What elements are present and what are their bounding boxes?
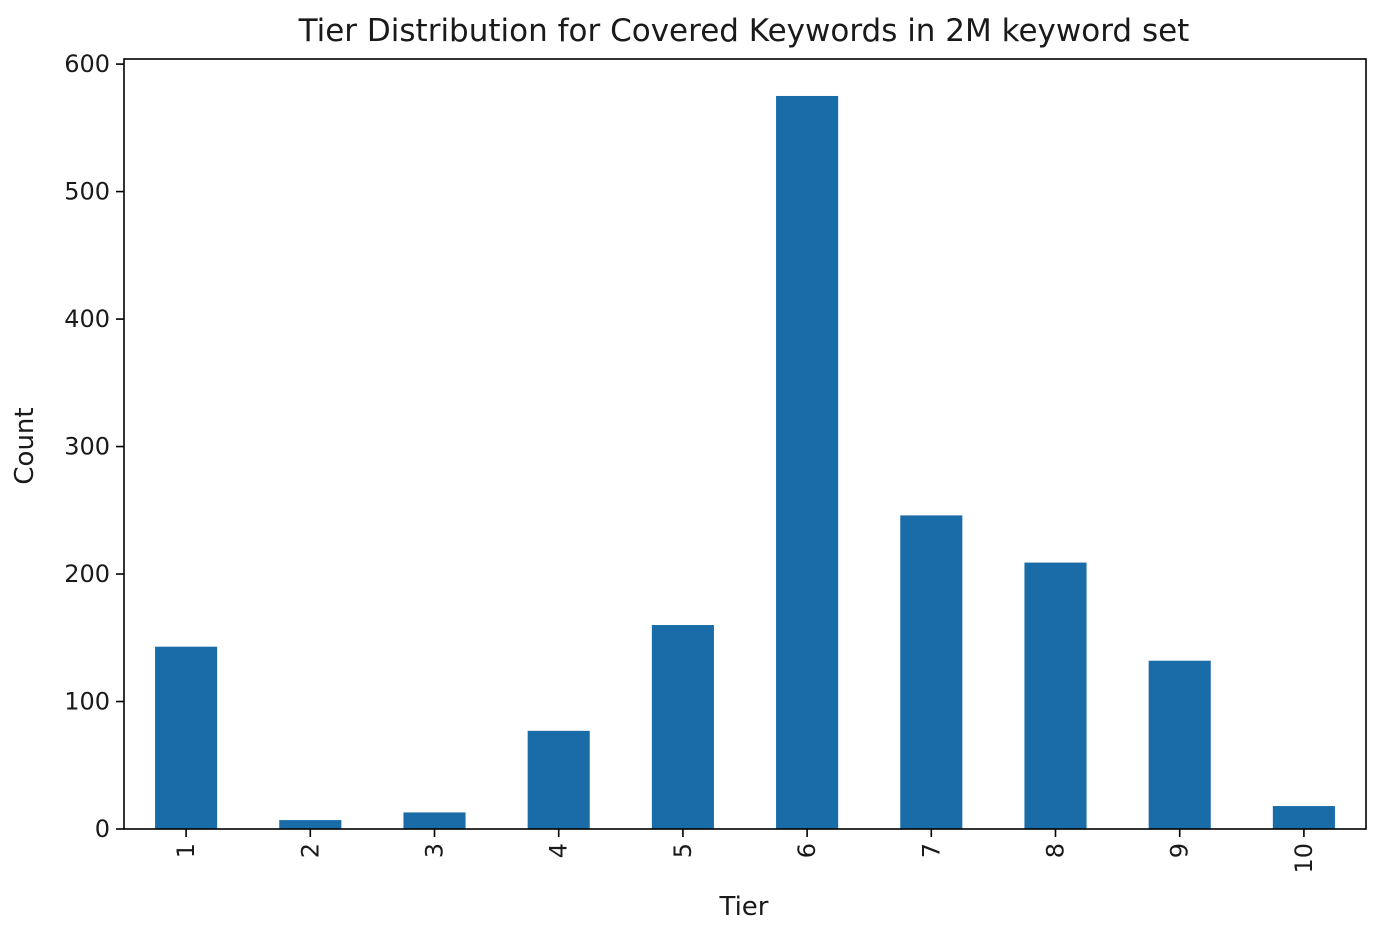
bar-tier-3 <box>403 812 466 829</box>
bar-tier-6 <box>776 95 839 829</box>
bar-tier-2 <box>279 820 342 829</box>
x-tick-label: 3 <box>421 843 449 858</box>
chart-title: Tier Distribution for Covered Keywords i… <box>298 13 1190 49</box>
y-tick-label: 400 <box>64 305 110 333</box>
bar-tier-7 <box>900 515 963 829</box>
x-tick-label: 7 <box>917 843 945 858</box>
x-tick-label: 2 <box>296 843 324 858</box>
y-tick-label: 500 <box>64 178 110 206</box>
bar-tier-5 <box>651 625 714 829</box>
y-tick-label: 0 <box>95 815 110 843</box>
plot-frame <box>123 58 1367 830</box>
bar-tier-4 <box>527 730 590 829</box>
x-axis: 1 2 3 4 5 6 7 8 9 10 <box>172 829 1318 874</box>
x-tick-label: 9 <box>1166 843 1194 858</box>
bar-tier-10 <box>1272 806 1335 829</box>
y-tick-label: 600 <box>64 50 110 78</box>
y-tick-label: 100 <box>64 688 110 716</box>
x-tick-label: 6 <box>793 843 821 858</box>
bar-tier-9 <box>1148 660 1211 829</box>
y-axis-label: Count <box>10 407 40 484</box>
bar-tier-8 <box>1024 562 1087 829</box>
x-tick-label: 10 <box>1290 843 1318 874</box>
x-axis-label: Tier <box>719 892 769 922</box>
bar-tier-1 <box>155 646 218 829</box>
x-tick-label: 8 <box>1042 843 1070 858</box>
x-tick-label: 5 <box>669 843 697 858</box>
y-tick-label: 200 <box>64 560 110 588</box>
bars-group <box>155 95 1335 829</box>
x-tick-label: 4 <box>545 843 573 858</box>
y-tick-label: 300 <box>64 433 110 461</box>
y-axis: 0 100 200 300 400 500 600 <box>64 50 124 843</box>
x-tick-label: 1 <box>172 843 200 858</box>
